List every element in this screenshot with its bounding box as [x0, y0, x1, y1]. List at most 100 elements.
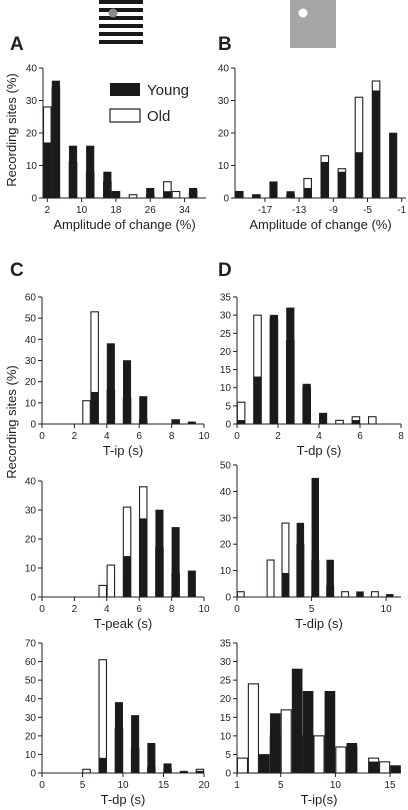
bar-old: [379, 761, 391, 774]
bar-young: [171, 419, 180, 425]
x-tick-label: 6: [136, 431, 142, 442]
bar-young: [237, 420, 246, 425]
bar-old: [98, 584, 108, 598]
y-tick-label: 10: [25, 564, 37, 575]
y-tick-label: 20: [25, 377, 37, 388]
x-tick-label: 0: [39, 604, 45, 615]
legend-old-label: Old: [147, 108, 170, 125]
y-tick-label: 30: [218, 96, 230, 107]
y-tick-label: 30: [25, 713, 37, 724]
y-tick-label: 0: [225, 420, 231, 431]
panel-label: B: [218, 34, 232, 55]
bar-young: [389, 132, 398, 199]
y-tick-label: 50: [220, 461, 232, 472]
bar-young: [187, 570, 196, 598]
y-tick-label: 30: [220, 657, 232, 668]
bar-old: [82, 400, 91, 425]
x-axis-label: T-dip (s): [295, 616, 343, 631]
x-axis-label: T-dp (s): [101, 792, 146, 807]
y-tick-label: 15: [220, 713, 232, 724]
x-tick-label: 0: [39, 780, 45, 791]
x-axis-label: T-ip (s): [103, 443, 143, 458]
bar-young: [106, 343, 115, 425]
x-tick-label: 4: [104, 431, 110, 442]
x-tick-label: 10: [381, 604, 393, 615]
y-tick-label: 35: [220, 293, 232, 304]
x-tick-label: 8: [169, 431, 175, 442]
x-axis-label: Amplitude of change (%): [249, 217, 391, 232]
y-tick-label: 0: [225, 593, 231, 604]
bar-young: [324, 690, 336, 774]
x-tick-label: 2: [45, 205, 51, 216]
y-tick-label: 30: [25, 506, 37, 517]
bar-young: [189, 187, 198, 199]
x-tick-label: 8: [169, 604, 175, 615]
y-tick-label: 40: [25, 694, 37, 705]
bar-old: [341, 591, 350, 598]
y-tick-label: 0: [223, 194, 229, 205]
y-tick-label: 10: [220, 566, 232, 577]
x-tick-label: 10: [198, 604, 210, 615]
y-tick-label: 30: [220, 311, 232, 322]
y-tick-label: 50: [25, 676, 37, 687]
x-tick-label: 10: [330, 780, 342, 791]
bar-young: [311, 477, 319, 598]
y-tick-label: 20: [26, 129, 38, 140]
chart-b: B 0 10 20 30 40 -17 -13 -9 -5 -1 Amplitude of chang…: [218, 34, 407, 232]
panel-label: D: [218, 260, 232, 281]
bar-young: [155, 509, 164, 598]
bar-young: [286, 191, 295, 199]
gray-stimulus-icon: [290, 0, 336, 48]
bar-old: [370, 591, 379, 598]
bar-young: [296, 522, 305, 598]
bar-old: [266, 559, 275, 598]
panel-label: C: [10, 260, 24, 281]
bar-old: [171, 190, 181, 199]
y-tick-label: 40: [25, 335, 37, 346]
bar-old: [236, 591, 245, 598]
bar-young: [86, 145, 95, 199]
bar-young: [68, 145, 78, 199]
x-tick-label: 34: [179, 205, 191, 216]
x-tick-label: 0: [234, 431, 240, 442]
bar-young: [354, 152, 364, 199]
bar-young: [269, 314, 278, 425]
bar-old: [313, 735, 325, 774]
chart-c1: C 0 10 20 30 40 50 60 0 2 4 6 8 10 T-ip (s): [10, 260, 210, 458]
y-tick-label: 0: [225, 769, 231, 780]
legend-young-label: Young: [147, 82, 189, 99]
x-tick-label: -13: [292, 205, 307, 216]
y-tick-label: 20: [218, 129, 230, 140]
grating-stimulus-icon: [99, 0, 143, 48]
x-tick-label: 2: [275, 431, 281, 442]
legend-old-swatch: [109, 108, 141, 123]
bar-young: [43, 142, 52, 199]
y-tick-label: 70: [25, 639, 37, 650]
bar-young: [372, 90, 381, 199]
y-tick-label: 60: [25, 657, 37, 668]
bar-young: [281, 572, 290, 598]
bar-young: [320, 161, 329, 199]
x-axis-label: T-ip(s): [301, 792, 338, 807]
x-axis-label: T-peak (s): [94, 616, 153, 631]
x-tick-label: 26: [145, 205, 157, 216]
x-tick-label: 0: [234, 604, 240, 615]
x-tick-label: 6: [357, 431, 363, 442]
y-axis-label-top: Recording sites (%): [4, 73, 19, 186]
y-tick-label: 20: [220, 540, 232, 551]
chart-d2: 0 10 20 30 40 50 0 5 10 T-dip (s): [220, 461, 401, 631]
x-tick-label: 4: [316, 431, 322, 442]
bar-young: [123, 556, 132, 598]
x-tick-label: 4: [104, 604, 110, 615]
y-tick-label: 40: [25, 477, 37, 488]
x-tick-label: 5: [80, 780, 86, 791]
y-tick-label: 15: [220, 365, 232, 376]
y-tick-label: 25: [220, 676, 232, 687]
x-tick-label: 15: [385, 780, 397, 791]
bar-young: [103, 171, 112, 199]
x-tick-label: 20: [198, 780, 210, 791]
